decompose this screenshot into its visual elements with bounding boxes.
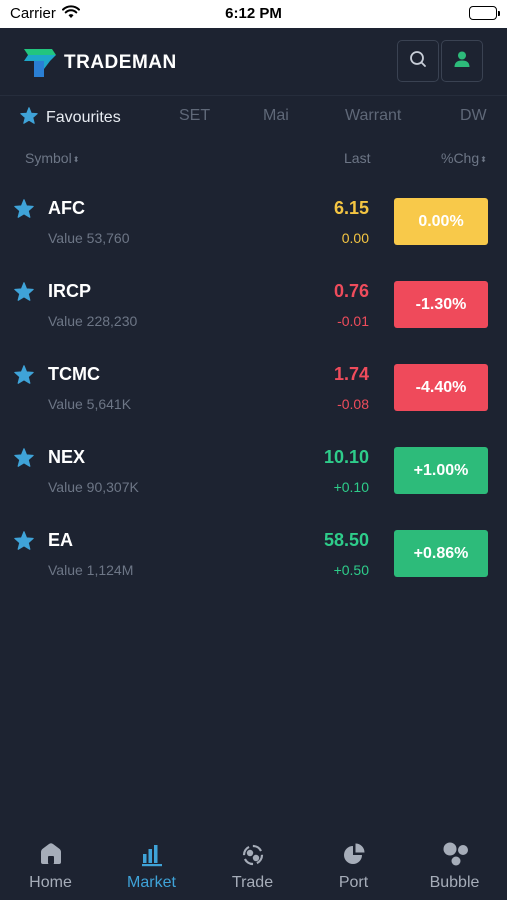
trade-icon [239,840,267,868]
stock-row[interactable]: TCMC Value 5,641K 1.74 -0.08 -4.40% [0,357,507,440]
price-change: +0.50 [333,562,369,578]
last-price: 0.76 [333,281,369,301]
price-change: -0.08 [337,396,369,412]
stock-row[interactable]: AFC Value 53,760 6.15 0.00 0.00% [0,191,507,274]
price-change: -0.01 [337,313,369,329]
sort-icon: ⬍ [480,155,487,164]
symbol-column-header[interactable]: Symbol⬍ [25,150,79,166]
chg-column-header[interactable]: %Chg⬍ [441,150,487,166]
stock-row[interactable]: NEX Value 90,307K 10.10 +0.10 +1.00% [0,440,507,523]
star-icon [20,107,38,129]
status-bar: Carrier 6:12 PM [0,0,507,28]
price-change: +0.10 [333,479,369,495]
stock-value: Value 228,230 [48,313,138,329]
star-icon[interactable] [14,199,34,223]
star-icon[interactable] [14,365,34,389]
last-price: 58.50 [323,530,369,550]
tab-set[interactable]: SET [179,107,211,124]
stock-symbol: TCMC [48,364,100,384]
nav-bubble[interactable]: Bubble [404,832,505,900]
chg-column-label: %Chg [441,150,480,166]
last-column-header: Last [344,150,371,166]
stock-symbol: AFC [48,198,85,218]
stock-symbol: NEX [48,447,86,467]
last-price: 6.15 [333,198,369,218]
market-icon [138,840,166,868]
search-button[interactable] [397,40,439,82]
battery-icon [469,6,500,20]
stock-symbol: EA [48,530,74,550]
nav-port[interactable]: Port [303,832,404,900]
nav-market[interactable]: Market [101,832,202,900]
star-icon[interactable] [14,531,34,555]
stock-value: Value 90,307K [48,479,139,495]
percent-change-badge[interactable]: +0.86% [394,530,488,577]
wifi-icon [62,5,80,23]
search-icon [408,49,428,74]
carrier-label: Carrier [10,5,56,22]
symbol-column-label: Symbol [25,150,72,166]
stock-row[interactable]: IRCP Value 228,230 0.76 -0.01 -1.30% [0,274,507,357]
stock-value: Value 53,760 [48,230,130,246]
logo-icon [22,45,62,79]
nav-trade-label: Trade [231,874,274,891]
nav-port-label: Port [338,874,369,891]
percent-change-badge[interactable]: -4.40% [394,364,488,411]
tab-favourites[interactable]: Favourites [20,107,121,129]
nav-home-label: Home [29,874,72,891]
percent-change-badge[interactable]: -1.30% [394,281,488,328]
sort-icon: ⬍ [72,155,80,164]
percent-change-badge[interactable]: +1.00% [394,447,488,494]
market-tabs: Favourites SET Mai Warrant DW [0,100,507,136]
nav-trade[interactable]: Trade [202,832,303,900]
tab-favourites-label: Favourites [46,109,121,126]
last-price: 1.74 [333,364,369,384]
user-icon [453,50,471,73]
tab-mai[interactable]: Mai [263,107,289,124]
tab-dw[interactable]: DW [460,107,487,124]
app-header: TRADEMAN [0,28,507,96]
stock-row[interactable]: EA Value 1,124M 58.50 +0.50 +0.86% [0,523,507,606]
bottom-nav: Home Market Trade [0,832,507,900]
port-icon [340,840,368,868]
last-price: 10.10 [323,447,369,467]
status-time: 6:12 PM [225,5,282,22]
nav-market-label: Market [127,874,176,891]
tab-warrant[interactable]: Warrant [345,107,402,124]
home-icon [37,840,65,868]
stock-symbol: IRCP [48,281,92,301]
star-icon[interactable] [14,448,34,472]
nav-bubble-label: Bubble [429,874,480,891]
percent-change-badge[interactable]: 0.00% [394,198,488,245]
stock-value: Value 1,124M [48,562,134,578]
nav-home[interactable]: Home [0,832,101,900]
stock-value: Value 5,641K [48,396,132,412]
price-change: 0.00 [341,230,369,246]
profile-button[interactable] [441,40,483,82]
brand-name: TRADEMAN [64,52,177,73]
bubble-icon [441,840,469,868]
star-icon[interactable] [14,282,34,306]
